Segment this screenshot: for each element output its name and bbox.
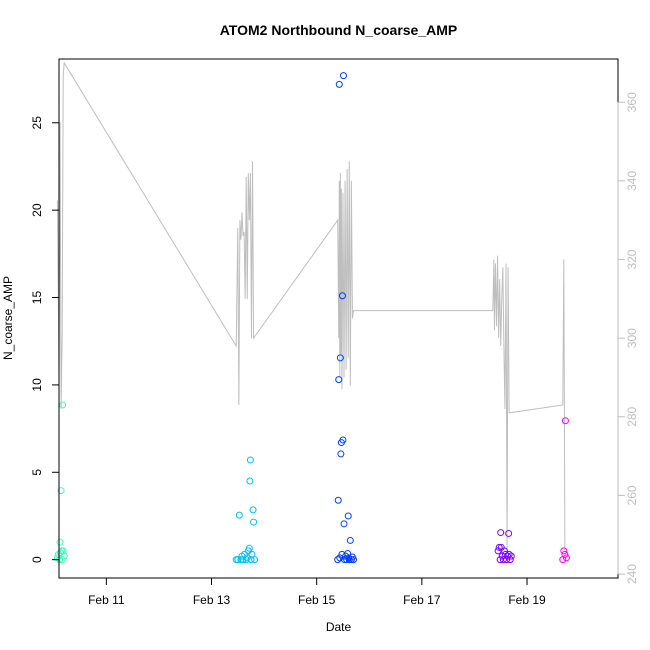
data-point-2-9 — [338, 292, 346, 300]
data-point-1-2 — [235, 511, 243, 519]
y2-tick-label-0: 240 — [625, 564, 639, 584]
y-tick-label-0: 0 — [30, 556, 44, 563]
data-point-1-13 — [247, 556, 255, 564]
data-point-1-1 — [234, 556, 242, 564]
data-point-3-13 — [506, 556, 514, 564]
data-point-2-12 — [340, 520, 348, 528]
data-point-0-3 — [56, 538, 64, 546]
y-tick-label-4: 20 — [30, 203, 44, 217]
data-point-3-12 — [505, 550, 513, 558]
data-point-2-3 — [335, 80, 343, 88]
data-point-0-10 — [60, 552, 68, 560]
y-axis-label: N_coarse_AMP — [1, 276, 15, 360]
data-point-3-1 — [495, 543, 503, 551]
points-layer — [53, 72, 570, 564]
data-point-3-3 — [497, 529, 505, 537]
data-point-1-10 — [245, 544, 253, 552]
data-point-1-15 — [249, 506, 257, 514]
series-line — [56, 61, 566, 551]
data-point-3-7 — [500, 547, 508, 555]
y2-tick-label-3: 300 — [625, 328, 639, 348]
y2-tick-label-5: 340 — [625, 171, 639, 191]
data-point-4-2 — [561, 550, 569, 558]
data-point-2-2 — [335, 376, 343, 384]
line-layer — [56, 61, 566, 551]
data-point-3-14 — [507, 552, 515, 560]
data-point-1-11 — [246, 477, 254, 485]
data-point-2-6 — [337, 450, 345, 458]
data-point-0-0 — [53, 554, 61, 562]
y2-axis: 240 260 280 300 320 340 360 — [617, 92, 639, 584]
data-point-1-8 — [243, 554, 251, 562]
y-tick-label-1: 5 — [30, 469, 44, 476]
data-point-2-0 — [334, 556, 342, 564]
data-point-1-16 — [250, 518, 258, 526]
x-tick-label-3: Feb 17 — [403, 593, 441, 607]
x-tick-label-4: Feb 19 — [508, 593, 546, 607]
x-tick-label-0: Feb 11 — [88, 593, 125, 607]
data-point-2-17 — [344, 512, 352, 520]
data-point-2-10 — [339, 436, 347, 444]
y2-tick-label-6: 360 — [625, 92, 639, 112]
data-point-4-4 — [562, 554, 570, 562]
x-tick-label-1: Feb 13 — [193, 593, 231, 607]
x-tick-label-2: Feb 15 — [298, 593, 336, 607]
x-axis-label: Date — [326, 620, 352, 634]
y-tick-label-3: 15 — [30, 291, 44, 305]
y-tick-label-5: 25 — [30, 116, 44, 130]
data-point-1-3 — [237, 556, 245, 564]
data-point-2-5 — [336, 354, 344, 362]
data-point-2-23 — [349, 556, 357, 564]
data-point-0-5 — [57, 487, 65, 495]
data-point-2-13 — [341, 556, 349, 564]
data-point-2-11 — [340, 72, 347, 80]
data-point-2-1 — [334, 496, 342, 504]
chart-title: ATOM2 Northbound N_coarse_AMP — [220, 22, 458, 38]
y2-tick-label-1: 260 — [625, 485, 639, 505]
data-point-0-8 — [59, 401, 67, 409]
data-point-1-17 — [251, 556, 259, 564]
y-tick-label-2: 10 — [30, 378, 44, 392]
x-axis: Feb 11 Feb 13 Feb 15 Feb 17 Feb 19 — [88, 577, 546, 607]
data-point-0-9 — [59, 547, 67, 555]
data-point-2-20 — [346, 536, 354, 544]
y2-tick-label-2: 280 — [625, 406, 639, 426]
y-axis: 0 5 10 15 20 25 — [30, 116, 60, 563]
data-point-4-3 — [561, 417, 569, 425]
data-point-3-11 — [505, 529, 513, 537]
data-point-1-7 — [242, 556, 250, 564]
data-point-4-1 — [560, 547, 568, 555]
y2-tick-label-4: 320 — [625, 249, 639, 269]
data-point-1-12 — [246, 456, 254, 464]
